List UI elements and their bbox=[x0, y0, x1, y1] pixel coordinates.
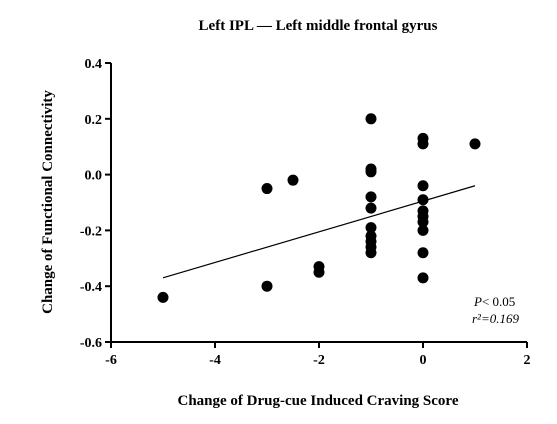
x-tick-label: -4 bbox=[209, 353, 221, 368]
data-point bbox=[417, 138, 429, 150]
data-point bbox=[417, 224, 429, 236]
y-tick-label: -0.2 bbox=[80, 224, 102, 239]
chart-title: Left IPL — Left middle frontal gyrus bbox=[199, 18, 438, 34]
data-point bbox=[417, 247, 429, 259]
x-axis-label: Change of Drug-cue Induced Craving Score bbox=[178, 393, 459, 409]
data-point bbox=[417, 180, 429, 192]
regression-line-group bbox=[162, 185, 476, 279]
y-axis-label: Change of Functional Connectivity bbox=[40, 90, 56, 314]
data-point bbox=[365, 202, 377, 214]
r2-annotation: r²=0.169 bbox=[472, 311, 519, 326]
data-points bbox=[157, 113, 481, 303]
data-point bbox=[287, 174, 299, 186]
data-point bbox=[417, 272, 429, 284]
data-point bbox=[261, 183, 273, 195]
p-text: < 0.05 bbox=[482, 294, 515, 309]
x-tick-label: -2 bbox=[313, 353, 325, 368]
data-point bbox=[365, 113, 377, 125]
data-point bbox=[469, 138, 481, 150]
data-point bbox=[365, 247, 377, 259]
data-point bbox=[261, 280, 273, 292]
data-point bbox=[365, 191, 377, 203]
data-point bbox=[365, 222, 377, 234]
data-point bbox=[157, 291, 169, 303]
p-value-annotation: P< 0.05 bbox=[473, 294, 515, 309]
y-tick-label: 0.2 bbox=[85, 113, 103, 128]
x-tick-label: 2 bbox=[524, 353, 531, 368]
y-tick-label: 0.0 bbox=[85, 169, 103, 184]
data-point bbox=[417, 216, 429, 228]
p-symbol: P bbox=[473, 294, 482, 309]
data-point bbox=[365, 166, 377, 178]
regression-line bbox=[162, 185, 476, 279]
x-tick-label: -6 bbox=[105, 353, 117, 368]
x-tick-label: 0 bbox=[420, 353, 427, 368]
y-tick-label: -0.6 bbox=[80, 336, 102, 351]
axes: 0.4 0.2 0.0 -0.2 -0.4 -0.6-6 -4 -2 0 2 bbox=[80, 57, 531, 368]
data-point bbox=[313, 266, 325, 278]
y-tick-label: -0.4 bbox=[80, 280, 102, 295]
y-tick-label: 0.4 bbox=[85, 57, 103, 72]
